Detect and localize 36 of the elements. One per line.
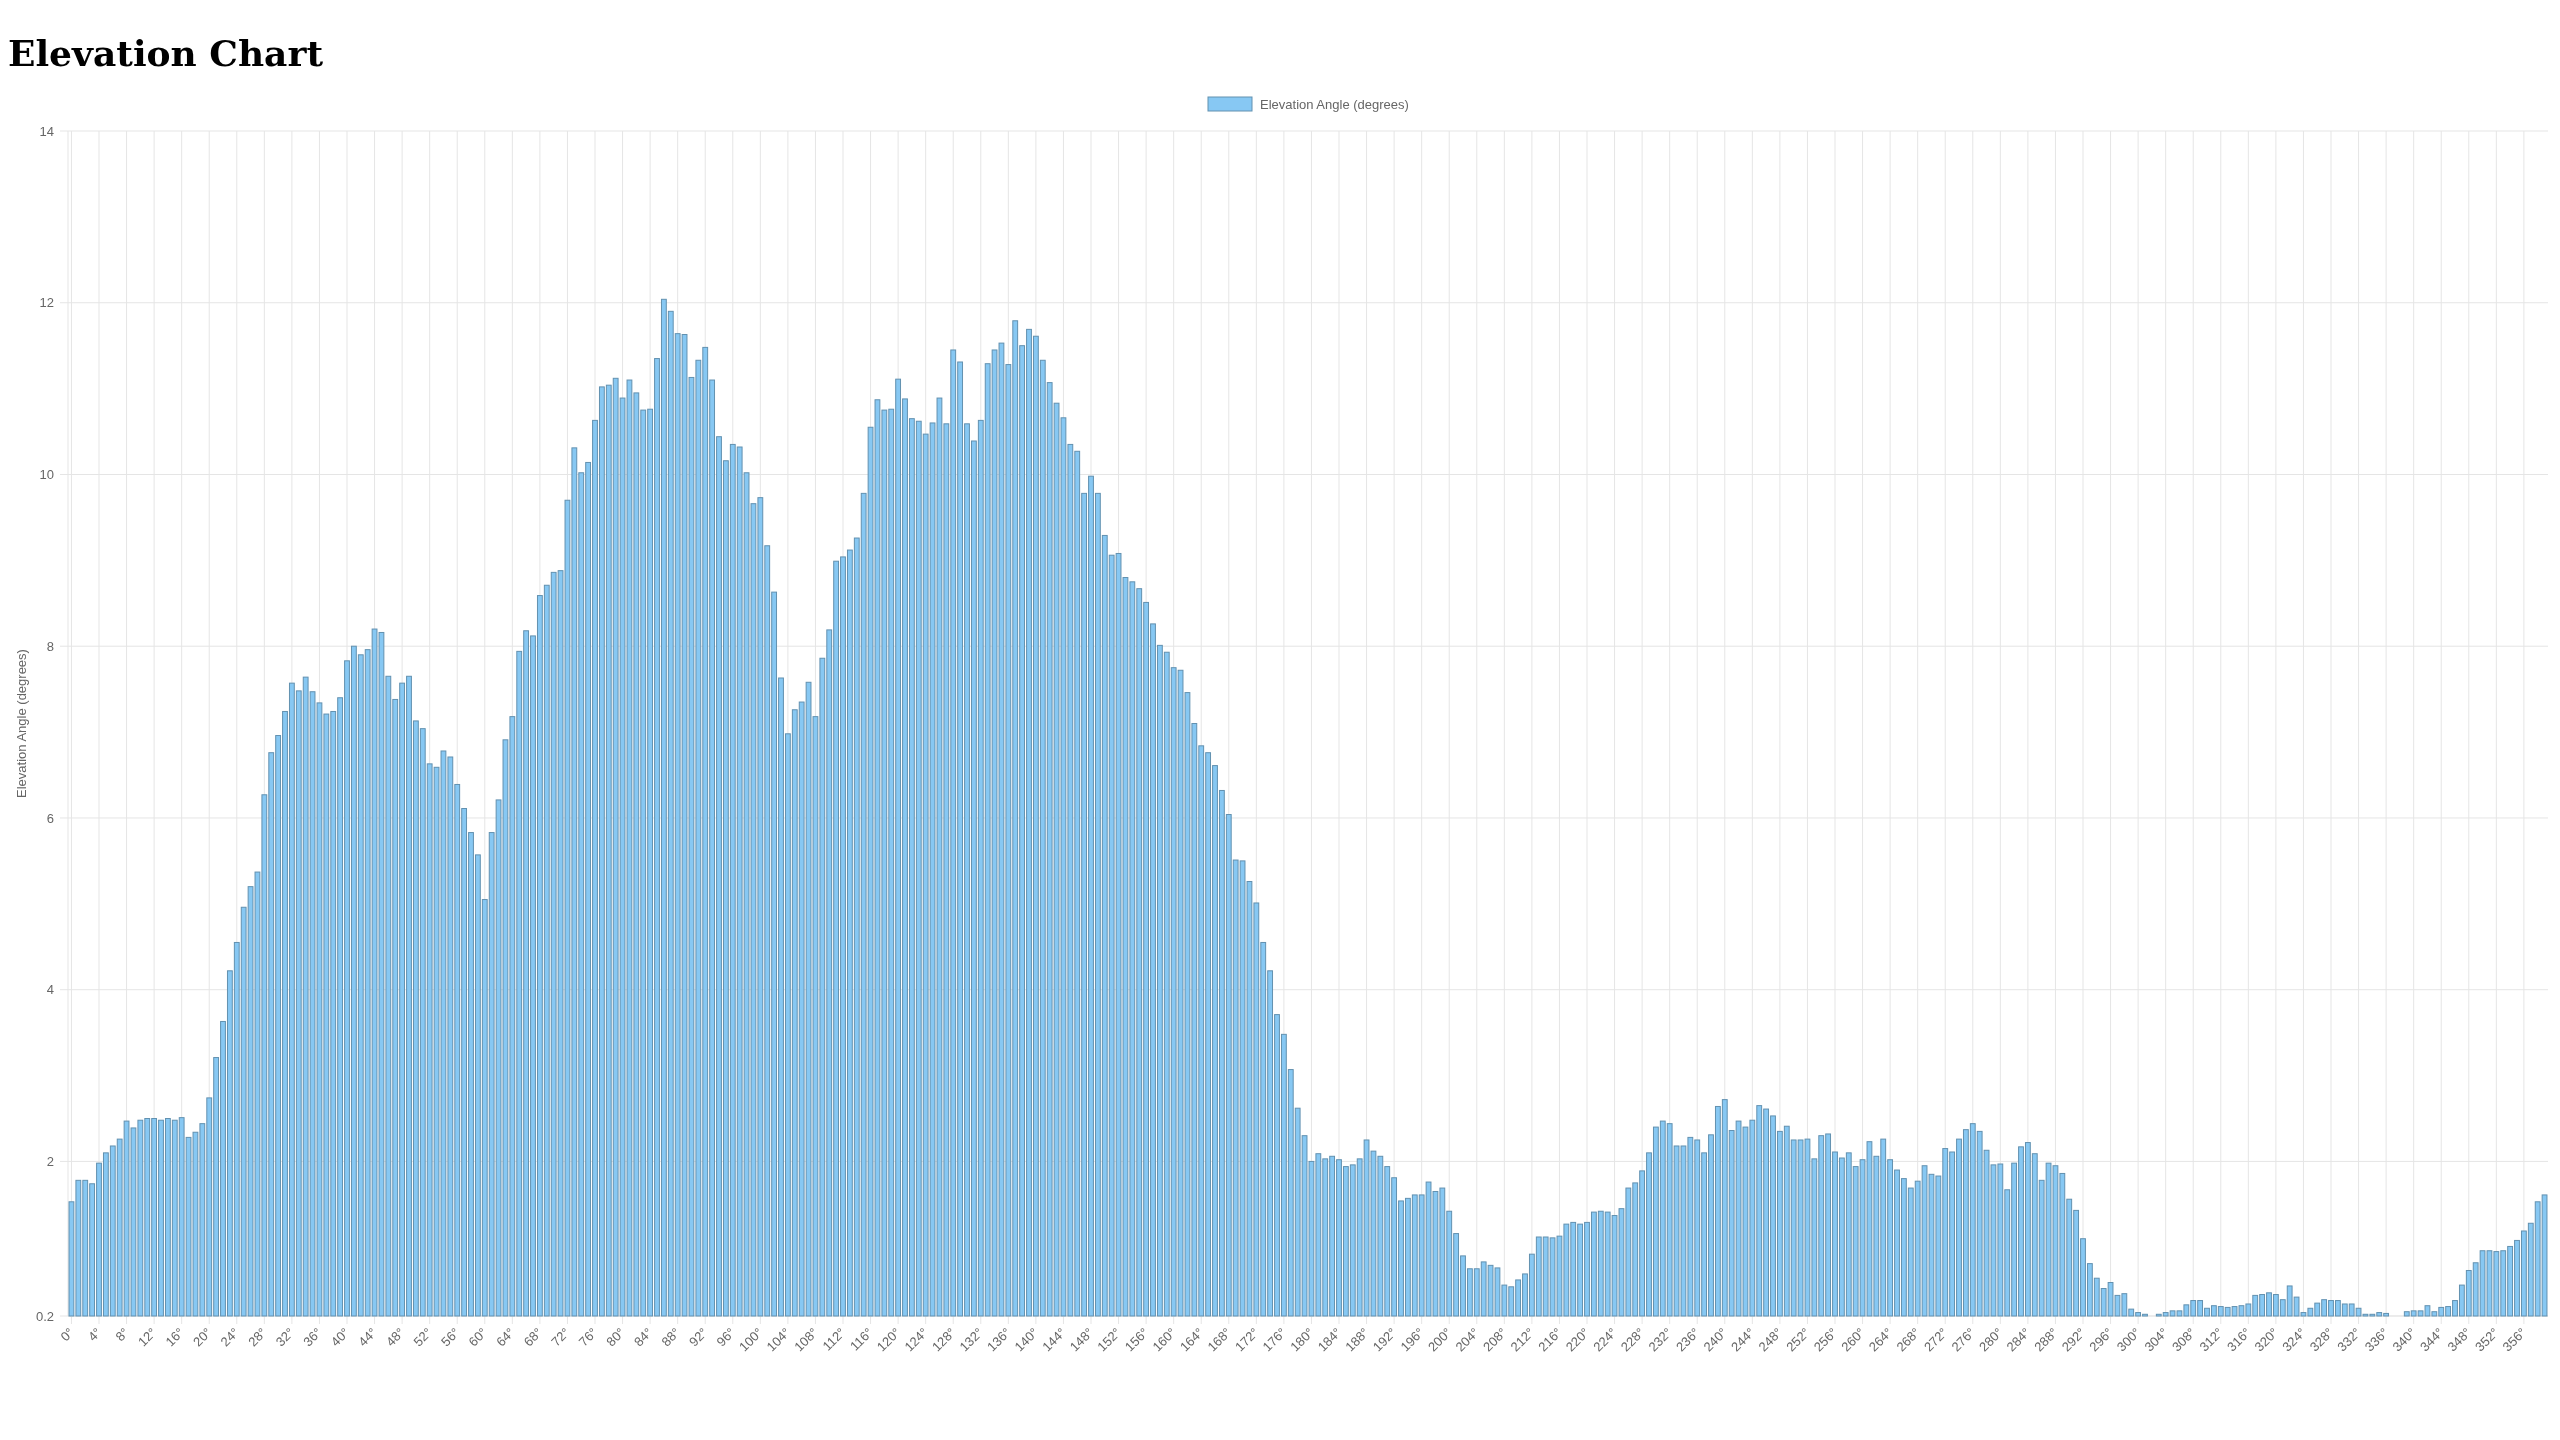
x-tick-label: 56° (438, 1324, 463, 1350)
x-tick-label: 40° (327, 1324, 353, 1350)
y-tick-label: 0.2 (35, 1308, 54, 1324)
x-tick-label: 16° (162, 1324, 188, 1350)
y-axis-title: Elevation Angle (degrees) (14, 649, 29, 798)
y-tick-label: 6 (46, 810, 54, 826)
x-tick-label: 44° (355, 1324, 380, 1350)
x-tick-label: 96° (713, 1324, 739, 1350)
x-tick-label: 48° (382, 1324, 408, 1350)
x-tick-label: 88° (658, 1324, 684, 1350)
y-tick-label: 12 (39, 295, 54, 311)
x-tick-label: 8° (112, 1324, 132, 1345)
x-tick-label: 12° (134, 1324, 160, 1350)
x-tick-label: 28° (245, 1324, 270, 1350)
x-tick-label: 80° (603, 1324, 628, 1350)
y-tick-label: 10 (39, 467, 54, 483)
x-tick-label: 60° (465, 1324, 491, 1350)
x-tick-label: 72° (548, 1324, 573, 1350)
chart-title: Elevation Chart (8, 32, 324, 74)
x-tick-label: 92° (686, 1324, 711, 1350)
y-tick-label: 14 (39, 123, 54, 139)
y-tick-label: 4 (46, 982, 54, 998)
x-tick-label: 20° (190, 1324, 215, 1350)
x-tick-label: 84° (630, 1324, 656, 1350)
x-tick-label: 32° (272, 1324, 298, 1350)
x-tick-label: 64° (493, 1324, 518, 1350)
x-tick-label: 76° (575, 1324, 601, 1350)
x-tick-label: 0° (57, 1324, 77, 1345)
y-tick-label: 8 (46, 638, 54, 654)
x-tick-label: 36° (300, 1324, 325, 1350)
x-tick-label: 68° (520, 1324, 546, 1350)
x-tick-label: 52° (410, 1324, 436, 1350)
legend-label: Elevation Angle (degrees) (1260, 96, 1409, 112)
x-tick-label: 4° (84, 1324, 105, 1345)
y-tick-label: 2 (46, 1153, 54, 1169)
x-tick-label: 24° (217, 1324, 243, 1350)
